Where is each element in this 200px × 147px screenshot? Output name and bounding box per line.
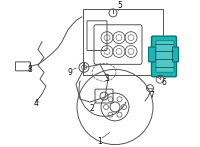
Text: 1: 1 — [98, 137, 102, 146]
Text: 2: 2 — [90, 104, 94, 113]
Text: 5: 5 — [118, 1, 122, 10]
Text: 8: 8 — [28, 65, 32, 74]
Text: 3: 3 — [105, 74, 109, 83]
FancyBboxPatch shape — [148, 47, 156, 62]
FancyBboxPatch shape — [156, 41, 174, 72]
FancyBboxPatch shape — [152, 36, 177, 77]
FancyBboxPatch shape — [172, 47, 179, 62]
Text: 7: 7 — [150, 91, 154, 100]
Text: 4: 4 — [34, 100, 38, 108]
Bar — [83, 9, 163, 75]
Text: 6: 6 — [162, 78, 166, 87]
Text: 9: 9 — [68, 68, 72, 77]
